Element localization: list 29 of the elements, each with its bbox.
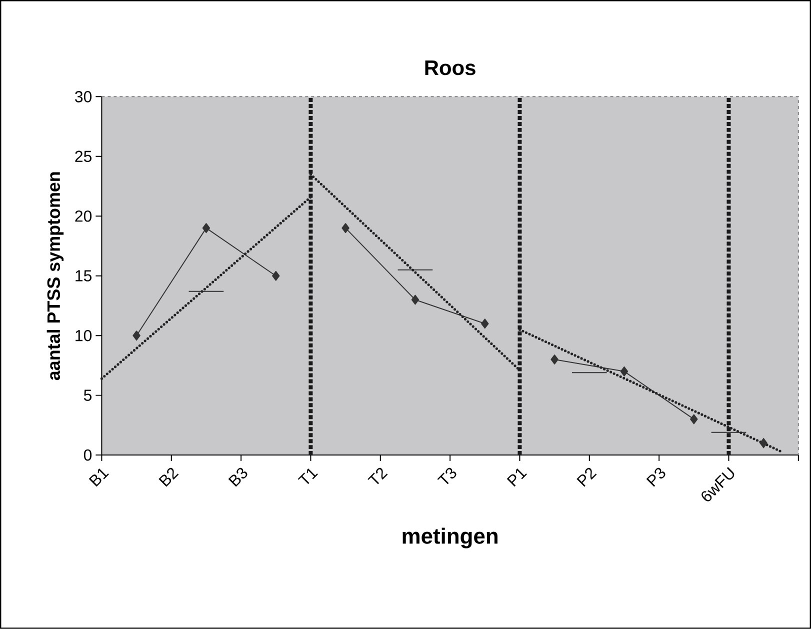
x-tick-label: T3 <box>437 468 456 484</box>
x-axis-title: metingen <box>402 528 498 548</box>
point <box>481 318 489 329</box>
x-tick-label: P3 <box>646 468 666 487</box>
point <box>132 330 140 341</box>
x-tick-label: B2 <box>158 468 179 487</box>
point <box>202 223 210 234</box>
point <box>411 294 420 305</box>
point <box>342 223 350 234</box>
x-tick-label: T1 <box>298 468 318 484</box>
x-tick-label: P2 <box>576 468 597 487</box>
y-tick-label: 25 <box>75 150 92 162</box>
point <box>760 438 768 448</box>
y-tick-label: 15 <box>76 270 92 282</box>
x-tick-label: P1 <box>506 468 527 487</box>
point <box>690 414 698 424</box>
y-tick-label: 10 <box>76 330 92 342</box>
point <box>550 354 558 365</box>
x-tick-label: T2 <box>368 468 388 484</box>
y-tick-label: 5 <box>84 390 92 401</box>
y-tick-label: 0 <box>84 449 92 461</box>
x-tick-label: B3 <box>228 468 248 487</box>
y-tick-label: 30 <box>75 91 92 102</box>
point <box>620 366 628 377</box>
chart-title: Roos <box>425 60 476 76</box>
y-axis-title: aantal PTSS symptomen <box>46 172 64 380</box>
y-tick-label: 20 <box>75 210 92 222</box>
x-tick-label: B1 <box>88 468 109 487</box>
point <box>272 270 280 281</box>
